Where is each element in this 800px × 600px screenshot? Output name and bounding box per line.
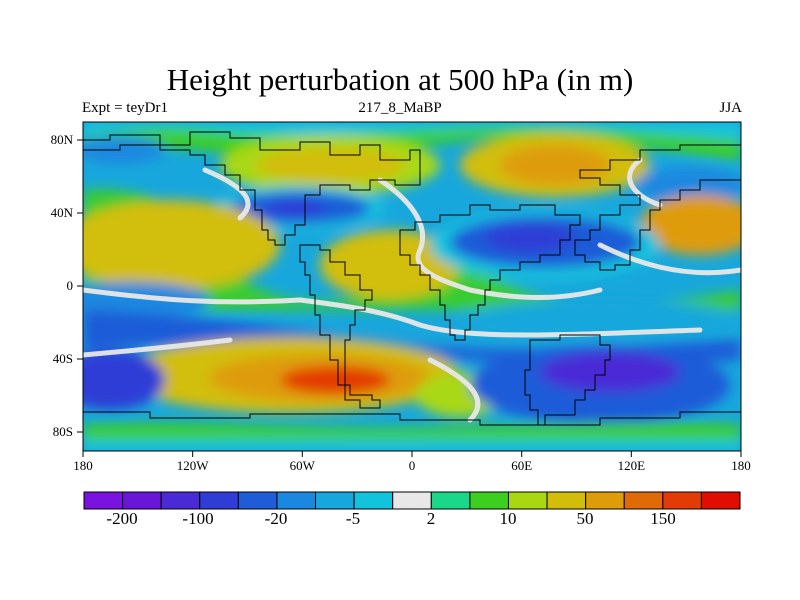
lon-tick-label: 60W xyxy=(290,458,316,473)
colorbar-box xyxy=(507,491,548,510)
colorbar-box xyxy=(546,491,587,510)
colorbar-box xyxy=(160,491,201,510)
colorbar-label: -5 xyxy=(346,509,360,528)
lon-tick-label: 0 xyxy=(409,458,416,473)
colorbar-label: -20 xyxy=(265,509,288,528)
colorbar-label: 2 xyxy=(427,509,436,528)
tick-marks xyxy=(77,139,742,457)
lat-tick-label: 40N xyxy=(51,205,74,220)
colorbar-labels: -200 -100 -20 -5 2 10 50 150 xyxy=(106,509,675,528)
experiment-label: Expt = teyDr1 xyxy=(82,100,168,116)
lon-tick-label: 120W xyxy=(177,458,210,473)
colorbar-box xyxy=(83,491,124,510)
latitude-axis: 80N 40N 0 40S 80S xyxy=(51,132,74,439)
lon-tick-label: 120E xyxy=(618,458,646,473)
lat-tick-label: 80S xyxy=(53,424,73,439)
map-title: Height perturbation at 500 hPa (in m) xyxy=(166,62,634,97)
south-america-outline xyxy=(299,244,381,409)
colorbar-box xyxy=(662,491,702,510)
colorbar-box xyxy=(623,491,664,510)
colorbar-label: -100 xyxy=(182,509,213,528)
lon-tick-label: 60E xyxy=(511,458,532,473)
lat-tick-label: 0 xyxy=(67,278,74,293)
colorbar-label: 150 xyxy=(650,509,676,528)
colorbar-box xyxy=(353,491,394,510)
coastlines xyxy=(83,131,741,426)
lon-tick-label: 180 xyxy=(731,458,751,473)
colorbar-box xyxy=(122,491,162,510)
colorbar-box xyxy=(237,491,278,510)
colorbar-box xyxy=(585,491,625,510)
lon-tick-label: 180 xyxy=(73,458,93,473)
north-america-outline xyxy=(83,131,421,246)
colorbar-label: 50 xyxy=(577,509,594,528)
contour-field xyxy=(83,122,741,451)
season-label: JJA xyxy=(719,100,742,116)
colorbar-box xyxy=(469,491,509,510)
colorbar-label: -200 xyxy=(106,509,137,528)
colorbar-box xyxy=(700,491,741,510)
colorbar-box xyxy=(315,491,355,510)
colorbar-box xyxy=(199,491,239,510)
colorbar-box xyxy=(392,491,432,510)
lat-tick-label: 40S xyxy=(53,351,73,366)
longitude-axis: 180 120W 60W 0 60E 120E 180 xyxy=(73,458,751,473)
antarctica-outline xyxy=(83,411,741,426)
colorbar xyxy=(83,491,741,510)
colorbar-label: 10 xyxy=(500,509,517,528)
period-label: 217_8_MaBP xyxy=(358,100,442,116)
eurasia-outline xyxy=(574,144,741,271)
colorbar-box xyxy=(276,491,317,510)
colorbar-box xyxy=(430,491,471,510)
lat-tick-label: 80N xyxy=(51,132,74,147)
africa-europe-outline xyxy=(399,204,581,341)
australia-outline xyxy=(524,334,611,426)
